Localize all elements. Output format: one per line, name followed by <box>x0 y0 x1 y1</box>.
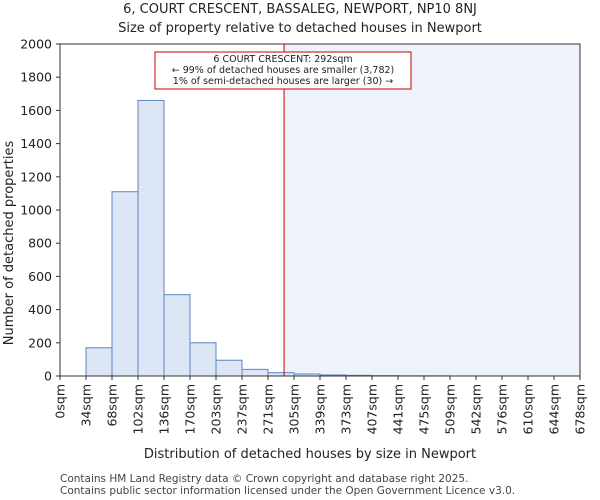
x-tick-label: 644sqm <box>547 384 562 434</box>
x-tick-label: 68sqm <box>105 384 120 427</box>
y-tick-label: 2000 <box>20 37 52 52</box>
x-tick-label: 170sqm <box>183 384 198 434</box>
x-tick-label: 509sqm <box>443 384 458 434</box>
y-tick-label: 0 <box>44 369 52 384</box>
y-tick-label: 200 <box>28 335 52 350</box>
x-tick-label: 576sqm <box>495 384 510 434</box>
x-tick-label: 475sqm <box>417 384 432 434</box>
y-tick-label: 1800 <box>20 70 52 85</box>
x-tick-label: 102sqm <box>131 384 146 434</box>
x-tick-label: 542sqm <box>469 384 484 434</box>
x-tick-label: 610sqm <box>521 384 536 434</box>
x-tick-label: 678sqm <box>573 384 588 434</box>
x-axis-label: Distribution of detached houses by size … <box>144 447 476 462</box>
bar <box>85 347 113 377</box>
annotation-line-1: 6 COURT CRESCENT: 292sqm <box>213 54 352 65</box>
plot-area: 0 200 400 600 800 1000 1200 1400 1600 1800 2000 0sq… <box>20 37 587 435</box>
y-tick-label: 600 <box>28 269 52 284</box>
y-tick-label: 1200 <box>20 169 52 184</box>
y-tick-label: 1400 <box>20 136 52 151</box>
footer-line-1: Contains HM Land Registry data © Crown c… <box>60 473 468 485</box>
bar <box>111 191 139 377</box>
bar <box>137 99 165 377</box>
y-tick-label: 400 <box>28 302 52 317</box>
x-tick-label: 305sqm <box>287 384 302 434</box>
x-tick-label: 136sqm <box>157 384 172 434</box>
highlight-region <box>284 44 580 376</box>
x-tick-label: 271sqm <box>261 384 276 434</box>
chart-subtitle: Size of property relative to detached ho… <box>118 21 482 36</box>
bar <box>189 342 217 377</box>
y-tick-label: 800 <box>28 236 52 251</box>
x-tick-label: 203sqm <box>209 384 224 434</box>
x-tick-label: 407sqm <box>365 384 380 434</box>
bar <box>241 368 269 377</box>
annotation-line-3: 1% of semi-detached houses are larger (3… <box>173 76 393 87</box>
annotation-box: 6 COURT CRESCENT: 292sqm ← 99% of detach… <box>154 51 412 90</box>
chart-title: 6, COURT CRESCENT, BASSALEG, NEWPORT, NP… <box>123 2 477 17</box>
x-tick-label: 237sqm <box>235 384 250 434</box>
y-tick-label: 1600 <box>20 103 52 118</box>
y-tick-label: 1000 <box>20 203 52 218</box>
y-axis-label: Number of detached properties <box>2 141 17 346</box>
x-tick-label: 373sqm <box>339 384 354 434</box>
x-tick-label: 339sqm <box>313 384 328 434</box>
annotation-line-2: ← 99% of detached houses are smaller (3,… <box>172 65 395 76</box>
footer-line-2: Contains public sector information licen… <box>60 485 515 497</box>
annotation-frame <box>154 51 412 90</box>
x-tick-label: 441sqm <box>391 384 406 434</box>
x-tick-label: 0sqm <box>53 384 68 419</box>
x-tick-label: 34sqm <box>79 384 94 427</box>
bar <box>215 359 243 377</box>
bar <box>163 294 191 377</box>
